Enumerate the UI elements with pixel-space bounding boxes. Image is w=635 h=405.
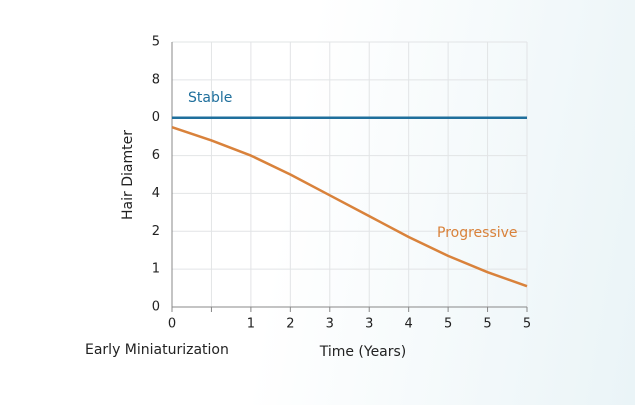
x-tick-label: 5 (444, 317, 452, 332)
y-tick-label: 2 (152, 224, 160, 239)
y-tick-label: 0 (152, 110, 160, 125)
annotation: Progressive (437, 225, 518, 241)
y-tick-label: 4 (152, 186, 160, 201)
y-tick-label: 0 (152, 300, 160, 315)
x-tick-label: 4 (405, 317, 413, 332)
x-tick-label: 5 (483, 317, 491, 332)
x-tick-label: 3 (326, 317, 334, 332)
annotation: Stable (188, 90, 232, 106)
line-series (171, 125, 528, 288)
x-axis-label: Time (Years) (319, 344, 407, 360)
y-axis-label: Hair Diamter (120, 130, 136, 220)
x-tick-label: 2 (286, 317, 294, 332)
y-tick-label: 1 (152, 262, 160, 277)
annotation: Early Miniaturization (85, 342, 229, 358)
x-tick-label: 5 (523, 317, 531, 332)
y-tick-label: 6 (152, 148, 160, 163)
x-tick-label: 0 (168, 317, 176, 332)
x-tick-label: 3 (365, 317, 373, 332)
x-tick-label: 1 (247, 317, 255, 332)
y-tick-label: 8 (152, 72, 160, 87)
y-tick-label: 5 (152, 35, 160, 50)
